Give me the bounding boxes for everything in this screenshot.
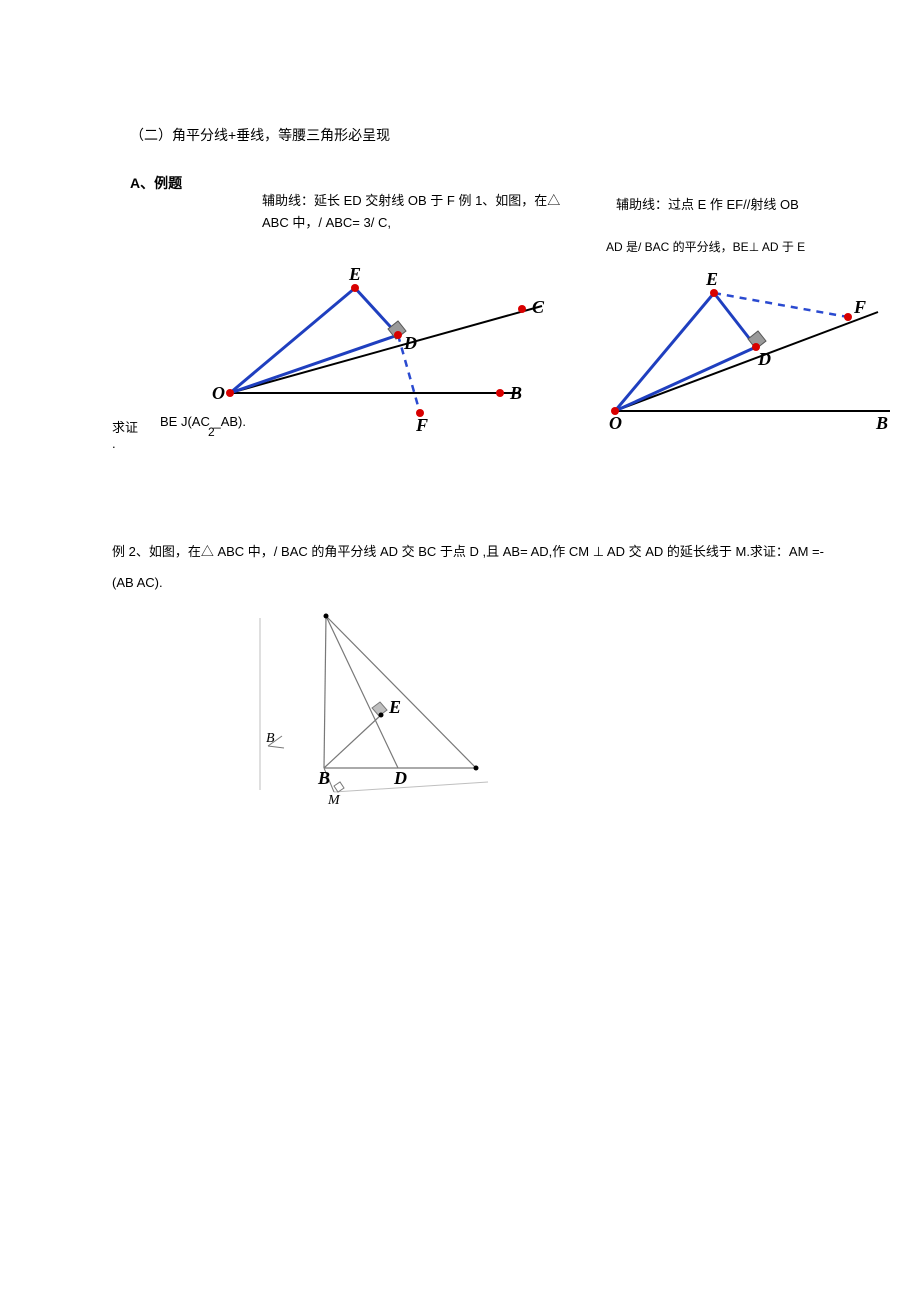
svg-text:M: M (327, 793, 341, 808)
proof-row: 求证. BE J(AC _AB). 2 (112, 415, 246, 451)
svg-text:O: O (609, 413, 622, 433)
diagram-1: O E C D B F (210, 263, 560, 433)
svg-text:B: B (317, 768, 330, 788)
svg-text:E: E (388, 697, 401, 717)
svg-text:D: D (393, 768, 407, 788)
svg-text:O: O (212, 383, 225, 403)
svg-text:E: E (348, 264, 361, 284)
proof-label: 求证. (112, 415, 138, 451)
hint-right: 辅助线：过点 E 作 EF//射线 OB (616, 194, 886, 216)
diagram-2: O E F D B (600, 263, 900, 433)
svg-text:E: E (705, 269, 718, 289)
svg-text:B: B (266, 731, 275, 746)
hint-left: 辅助线：延长 ED 交射线 OB 于 F 例 1、如图，在△ ABC 中，/ A… (262, 190, 562, 234)
proof-expression: BE J(AC _AB). 2 (160, 415, 246, 438)
svg-text:F: F (415, 415, 428, 435)
svg-text:D: D (757, 349, 771, 369)
section-heading: （二）角平分线+垂线，等腰三角形必呈现 (130, 125, 810, 145)
example-2-text: 例 2、如图，在△ ABC 中，/ BAC 的角平分线 AD 交 BC 于点 D… (112, 536, 832, 598)
svg-text:F: F (853, 297, 866, 317)
svg-text:D: D (403, 333, 417, 353)
svg-text:C: C (532, 297, 545, 317)
svg-text:B: B (875, 413, 888, 433)
svg-text:B: B (509, 383, 522, 403)
diagram-3: EBDMB (256, 608, 516, 808)
